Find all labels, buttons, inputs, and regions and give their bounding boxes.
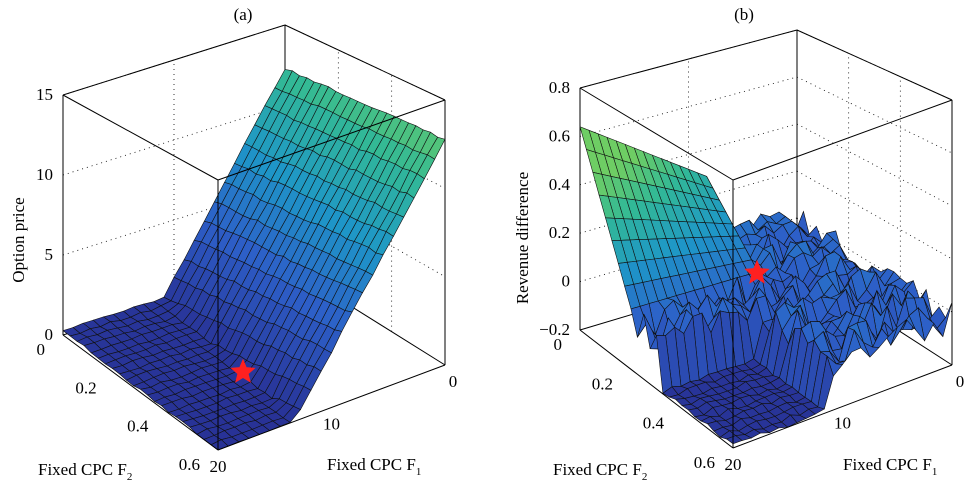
y-tick-labels: 0 0.2 0.4 0.6 (554, 335, 716, 472)
tick-label: 0 (37, 340, 46, 359)
grid-line (796, 217, 953, 313)
tick-label: 0.2 (549, 223, 570, 242)
tick-label: 0 (554, 335, 563, 354)
tick-label: 0.4 (643, 414, 665, 433)
z-tick-labels: −0.2 0 0.2 0.4 0.6 0.8 (539, 78, 570, 339)
marker-star (744, 259, 770, 284)
tick-label: 0 (45, 325, 54, 344)
tick-label: 20 (725, 455, 742, 474)
surface-mesh (579, 126, 953, 445)
tick-label: 0.2 (592, 374, 613, 393)
grid-line (796, 123, 953, 207)
axis-edge (62, 24, 286, 96)
grid-line (796, 76, 953, 154)
axis-edge (579, 329, 734, 449)
tick-label: 10 (323, 415, 340, 434)
surface-mesh (62, 69, 446, 451)
x-tick-labels: 0 10 20 (210, 372, 458, 476)
z-axis-label: Revenue difference (513, 172, 532, 304)
axis-edge (579, 87, 734, 181)
tick-label: 0 (562, 272, 571, 291)
marker-star (230, 358, 256, 383)
axis-edge (62, 334, 219, 451)
tick-label: 0 (449, 372, 458, 391)
tick-label: 0.4 (549, 175, 571, 194)
tick-label: 0 (956, 372, 965, 391)
chart-panel-a: (a) 0 5 10 15 0 0.2 0.4 0.6 0 10 20 Option price… (9, 5, 457, 483)
x-axis-label: Fixed CPC F1 (327, 455, 421, 478)
axis-edge (62, 94, 219, 181)
axis-edge (732, 364, 953, 449)
axis-edge (579, 29, 798, 89)
tick-label: 0.4 (127, 417, 149, 436)
axis-edge (732, 99, 953, 181)
axis-edge (284, 24, 446, 101)
axis-edge (796, 29, 953, 101)
tick-label: 0.6 (179, 455, 200, 474)
x-axis-label: Fixed CPC F1 (843, 455, 937, 478)
tick-label: 15 (36, 85, 53, 104)
tick-label: 10 (36, 165, 53, 184)
tick-label: 0.6 (549, 126, 570, 145)
tick-label: 5 (45, 245, 54, 264)
chart-title: (b) (734, 5, 754, 24)
chart-title: (a) (234, 5, 253, 24)
tick-label: 10 (834, 414, 851, 433)
axis-edge (217, 99, 446, 181)
x-tick-labels: 0 10 20 (725, 372, 965, 474)
tick-label: 0.8 (549, 78, 570, 97)
axis-edge (217, 364, 446, 451)
tick-label: 20 (210, 457, 227, 476)
z-axis-label: Option price (9, 197, 28, 282)
y-axis-label: Fixed CPC F2 (38, 460, 132, 483)
tick-label: 0.6 (694, 453, 715, 472)
tick-label: −0.2 (539, 320, 570, 339)
tick-label: 0.2 (75, 378, 96, 397)
z-tick-labels: 0 5 10 15 (36, 85, 53, 344)
y-tick-labels: 0 0.2 0.4 0.6 (37, 340, 201, 474)
axes-box-front (62, 94, 446, 451)
axes-box-front (579, 87, 953, 449)
y-axis-label: Fixed CPC F2 (553, 460, 647, 483)
